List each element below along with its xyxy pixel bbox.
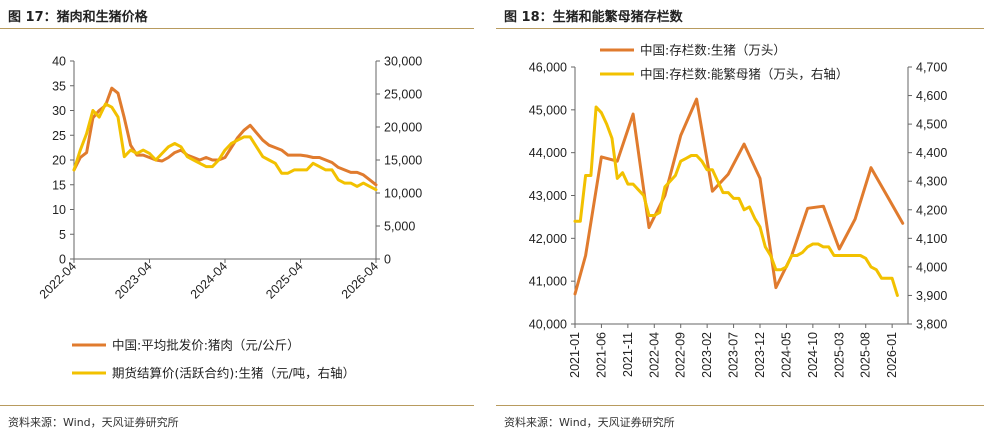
x-tick-label: 2026-01 bbox=[885, 332, 899, 378]
legend-label-1: 中国:平均批发价:猪肉（元/公斤） bbox=[112, 338, 300, 353]
x-tick-label: 2024-05 bbox=[779, 332, 793, 378]
y-tick-label-left: 10 bbox=[52, 203, 66, 217]
series-line-2 bbox=[573, 105, 899, 297]
y-tick-label-right: 25,000 bbox=[384, 88, 422, 102]
x-tick-label: 2023-12 bbox=[753, 332, 767, 378]
y-tick-label-right: 4,100 bbox=[916, 232, 947, 246]
y-tick-label-right: 4,600 bbox=[916, 89, 947, 103]
x-tick-label: 2024-10 bbox=[806, 332, 820, 378]
y-tick-label-right: 15,000 bbox=[384, 154, 422, 168]
x-tick-label: 2021-01 bbox=[568, 332, 582, 378]
x-tick-label: 2022-04 bbox=[37, 259, 79, 301]
series-line-1 bbox=[72, 86, 378, 187]
bottom-rule bbox=[0, 405, 474, 406]
y-tick-label-right: 4,500 bbox=[916, 118, 947, 132]
y-tick-label-right: 5,000 bbox=[384, 220, 415, 234]
legend-label-1: 中国:存栏数:生猪（万头） bbox=[640, 43, 786, 58]
y-tick-label-left: 46,000 bbox=[529, 61, 567, 75]
y-tick-label-right: 10,000 bbox=[384, 187, 422, 201]
y-tick-label-right: 20,000 bbox=[384, 121, 422, 135]
chart-source: 资料来源：Wind，天风证券研究所 bbox=[8, 416, 179, 429]
x-tick-label: 2025-04 bbox=[263, 259, 305, 301]
y-tick-label-left: 20 bbox=[52, 154, 66, 168]
y-tick-label-right: 4,300 bbox=[916, 175, 947, 189]
top-rule bbox=[496, 28, 984, 29]
series-line-1 bbox=[573, 97, 905, 296]
y-tick-label-right: 0 bbox=[384, 253, 391, 267]
legend-label-2: 中国:存栏数:能繁母猪（万头，右轴） bbox=[640, 67, 848, 82]
y-tick-label-left: 40 bbox=[52, 55, 66, 69]
chart-title: 图 17：猪肉和生猪价格 bbox=[8, 10, 148, 25]
chart-panel-hog-inventory: 图 18：生猪和能繁母猪存栏数 40,000 41,000 42,000 43,000… bbox=[496, 0, 984, 445]
y-tick-label-left: 15 bbox=[52, 178, 66, 192]
y-tick-label-left: 40,000 bbox=[529, 318, 567, 332]
y-tick-label-left: 42,000 bbox=[529, 232, 567, 246]
x-tick-label: 2023-02 bbox=[700, 332, 714, 378]
y-tick-label-right: 4,400 bbox=[916, 146, 947, 160]
y-tick-label-left: 43,000 bbox=[529, 189, 567, 203]
x-tick-label: 2021-06 bbox=[594, 332, 608, 378]
y-tick-label-left: 35 bbox=[52, 79, 66, 93]
bottom-rule bbox=[496, 405, 984, 406]
x-tick-label: 2025-03 bbox=[832, 332, 846, 378]
y-tick-label-left: 0 bbox=[59, 253, 66, 267]
x-tick-label: 2022-09 bbox=[674, 332, 688, 378]
x-tick-label: 2024-04 bbox=[188, 259, 230, 301]
y-tick-label-right: 4,200 bbox=[916, 203, 947, 217]
line-chart-hog-inventory: 40,000 41,000 42,000 43,000 44,000 45,000 46,0… bbox=[529, 43, 948, 378]
y-tick-label-left: 45,000 bbox=[529, 103, 567, 117]
chart-panel-pork-prices: 图 17：猪肉和生猪价格 0 5 10 15 20 25 30 35 40 0 5,000 10,00… bbox=[0, 0, 474, 445]
y-tick-label-left: 30 bbox=[52, 104, 66, 118]
legend-label-2: 期货结算价(活跃合约):生猪（元/吨，右轴） bbox=[112, 366, 355, 381]
y-tick-label-right: 3,900 bbox=[916, 289, 947, 303]
y-tick-label-right: 3,800 bbox=[916, 318, 947, 332]
y-tick-label-left: 5 bbox=[59, 228, 66, 242]
x-tick-label: 2023-07 bbox=[727, 332, 741, 378]
top-rule bbox=[0, 28, 474, 29]
chart-title: 图 18：生猪和能繁母猪存栏数 bbox=[504, 10, 683, 25]
x-tick-label: 2025-08 bbox=[859, 332, 873, 378]
x-tick-label: 2026-04 bbox=[339, 259, 381, 301]
line-chart-pork-prices: 0 5 10 15 20 25 30 35 40 0 5,000 10,000 15,000 20,000… bbox=[37, 55, 422, 381]
y-tick-label-right: 4,000 bbox=[916, 260, 947, 274]
x-tick-label: 2022-04 bbox=[647, 332, 661, 378]
y-tick-label-right: 4,700 bbox=[916, 61, 947, 75]
y-tick-label-left: 41,000 bbox=[529, 275, 567, 289]
y-tick-label-right: 30,000 bbox=[384, 55, 422, 69]
chart-source: 资料来源：Wind，天风证券研究所 bbox=[504, 416, 675, 429]
x-tick-label: 2023-04 bbox=[112, 259, 154, 301]
y-tick-label-left: 44,000 bbox=[529, 146, 567, 160]
series-line-2 bbox=[72, 102, 378, 192]
y-tick-label-left: 25 bbox=[52, 129, 66, 143]
x-tick-label: 2021-11 bbox=[621, 332, 635, 377]
